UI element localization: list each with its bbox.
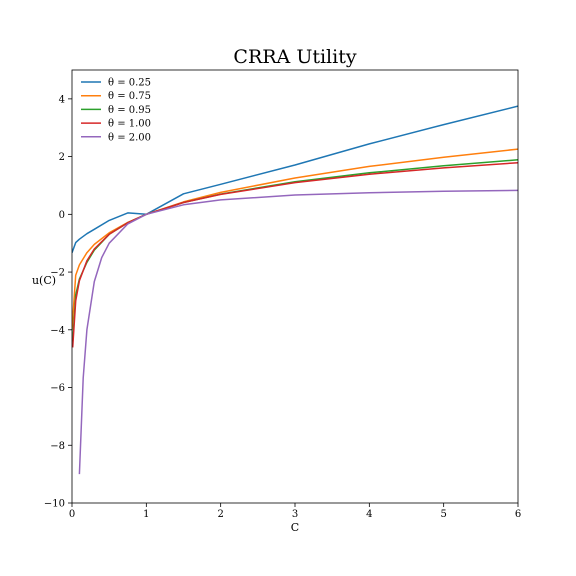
y-tick-label-6: −8 [50, 441, 65, 452]
x-tick-label-4: 4 [366, 509, 372, 520]
y-tick-label-0: 4 [59, 94, 65, 105]
y-axis-label: u(C) [32, 274, 56, 287]
legend-entry-1: θ = 0.75 [108, 91, 151, 102]
legend-entry-0: θ = 0.25 [108, 78, 151, 89]
x-tick-label-6: 6 [515, 509, 521, 520]
legend: θ = 0.25 θ = 0.75 θ = 0.95 θ = 1.00 θ = 2.00 [81, 78, 151, 143]
y-tick-label-5: −6 [50, 383, 65, 394]
x-tick-label-1: 1 [143, 509, 149, 520]
legend-entry-4: θ = 2.00 [108, 132, 151, 143]
y-tick-label-7: −10 [44, 499, 65, 510]
x-tick-label-2: 2 [217, 509, 223, 520]
x-axis-label: C [291, 521, 299, 534]
x-tick-label-0: 0 [69, 509, 75, 520]
x-tick-label-3: 3 [292, 509, 298, 520]
x-tick-label-5: 5 [440, 509, 446, 520]
y-tick-label-4: −4 [50, 325, 65, 336]
chart-title: CRRA Utility [233, 46, 356, 68]
legend-entry-2: θ = 0.95 [108, 105, 151, 116]
series-line-4 [78, 189, 518, 475]
series-lines [72, 105, 518, 475]
legend-entry-3: θ = 1.00 [108, 119, 151, 130]
y-tick-label-1: 2 [59, 152, 65, 163]
y-tick-label-3: −2 [50, 268, 65, 279]
y-tick-label-2: 0 [59, 210, 65, 221]
series-line-0 [72, 105, 518, 253]
